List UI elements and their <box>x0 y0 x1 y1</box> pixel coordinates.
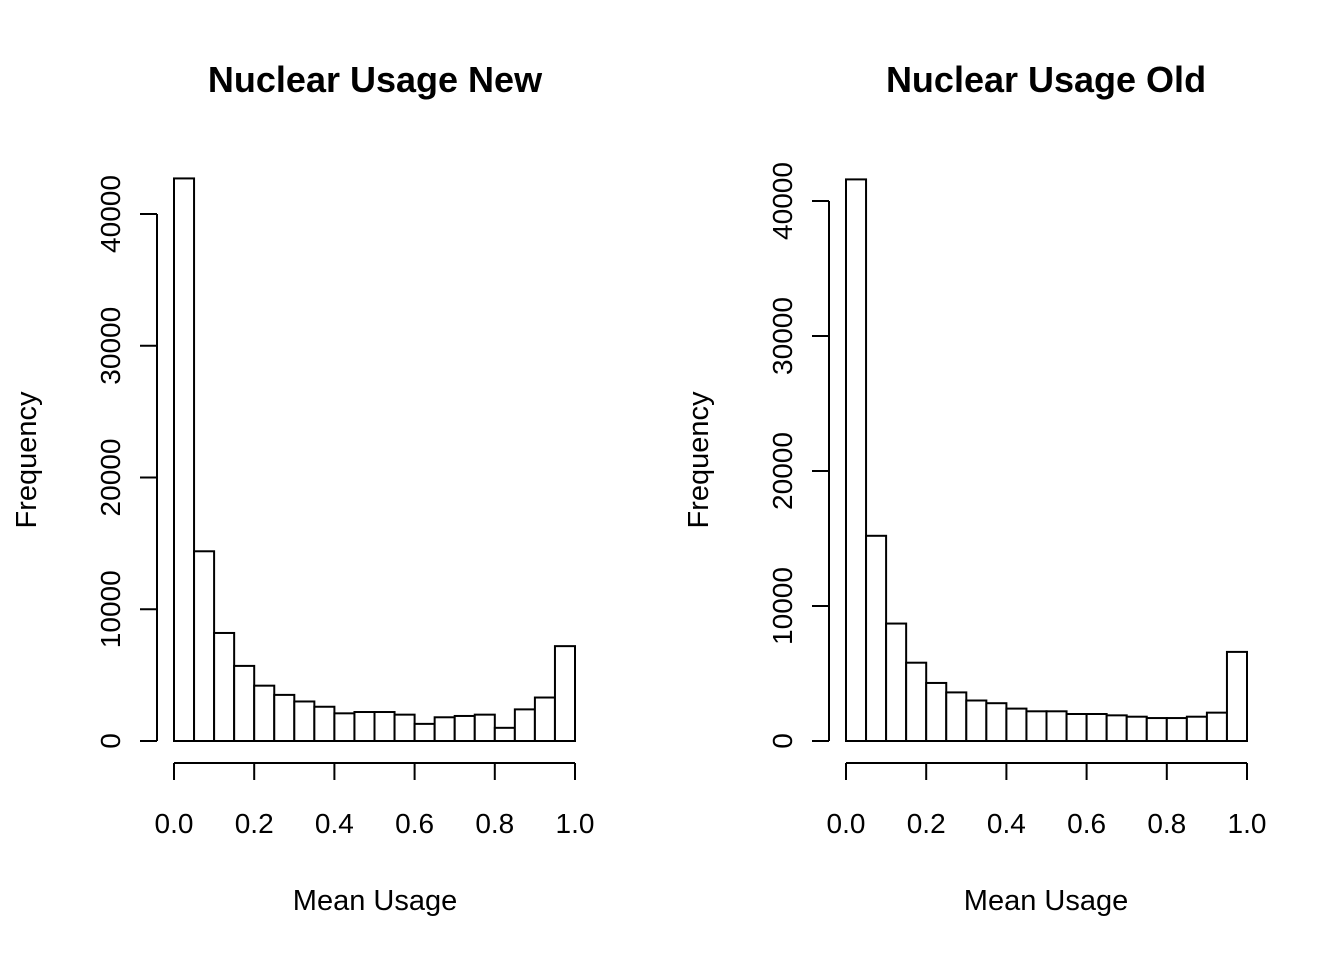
x-tick-label: 0.0 <box>155 808 194 839</box>
histogram-bar <box>1205 711 1228 743</box>
y-tick-label: 30000 <box>767 297 798 375</box>
x-axis: 0.0 0.2 0.4 0.6 0.8 1.0 <box>827 762 1267 839</box>
chart-title: Nuclear Usage Old <box>886 59 1206 100</box>
histogram-bar <box>313 705 336 742</box>
histogram-bar <box>845 178 868 742</box>
y-tick-label: 10000 <box>95 570 126 648</box>
histogram-bar <box>273 693 296 743</box>
histogram-bar <box>945 691 968 743</box>
histogram-bar <box>1225 650 1248 743</box>
histogram-bar <box>1125 715 1148 743</box>
y-tick-label: 40000 <box>767 162 798 240</box>
histogram-bar <box>253 684 276 742</box>
y-tick-label: 30000 <box>95 307 126 385</box>
histogram-bar <box>905 661 928 743</box>
x-tick-label: 1.0 <box>556 808 595 839</box>
x-tick-label: 1.0 <box>1228 808 1267 839</box>
y-tick-label: 0 <box>767 733 798 749</box>
panel-nuclear-usage-new: Nuclear Usage New Frequency Mean Usage 0… <box>11 59 594 917</box>
y-axis: 0 10000 20000 30000 40000 <box>767 162 830 749</box>
x-tick-label: 0.4 <box>987 808 1026 839</box>
histogram-bar <box>553 645 577 743</box>
chart-title: Nuclear Usage New <box>208 59 543 100</box>
histogram-bar <box>333 712 356 743</box>
histogram-bar <box>293 700 316 742</box>
histogram-bar <box>413 722 436 742</box>
histogram-bars <box>173 177 577 743</box>
histogram-bar <box>533 696 556 743</box>
x-tick-label: 0.6 <box>1067 808 1106 839</box>
histogram-bar <box>1065 713 1088 742</box>
y-tick-label: 10000 <box>767 567 798 645</box>
histogram-bar <box>493 726 516 743</box>
x-tick-label: 0.8 <box>475 808 514 839</box>
histogram-bar <box>453 714 476 743</box>
histogram-bar <box>885 622 908 742</box>
histogram-bar <box>1105 714 1128 742</box>
histogram-bar <box>965 699 988 742</box>
histogram-bar <box>213 631 236 743</box>
x-axis: 0.0 0.2 0.4 0.6 0.8 1.0 <box>155 762 595 839</box>
y-axis-label: Frequency <box>11 391 43 529</box>
x-tick-label: 0.4 <box>315 808 354 839</box>
histogram-bar <box>865 534 888 742</box>
y-axis-label: Frequency <box>683 391 715 529</box>
histogram-bar <box>985 702 1008 743</box>
x-tick-label: 0.0 <box>827 808 866 839</box>
y-tick-label: 20000 <box>95 439 126 517</box>
histogram-bar <box>473 713 496 743</box>
histogram-bar <box>1045 710 1068 742</box>
histogram-bar <box>433 716 456 742</box>
histogram-bar <box>1085 713 1108 742</box>
histogram-bar <box>925 681 948 743</box>
y-tick-label: 20000 <box>767 432 798 510</box>
y-axis: 0 10000 20000 30000 40000 <box>95 175 158 749</box>
histogram-bar <box>1145 717 1168 742</box>
x-tick-label: 0.6 <box>395 808 434 839</box>
x-tick-label: 0.2 <box>235 808 274 839</box>
x-tick-label: 0.8 <box>1147 808 1186 839</box>
histogram-bar <box>1025 710 1048 742</box>
x-axis-label: Mean Usage <box>293 885 457 917</box>
histogram-bar <box>513 708 536 743</box>
panel-nuclear-usage-old: Nuclear Usage Old Frequency Mean Usage 0… <box>683 59 1266 917</box>
x-axis-label: Mean Usage <box>964 885 1128 917</box>
histogram-bar <box>373 711 396 743</box>
y-tick-label: 40000 <box>95 175 126 253</box>
x-tick-label: 0.2 <box>907 808 946 839</box>
histogram-bar <box>1165 717 1188 742</box>
y-tick-label: 0 <box>95 733 126 749</box>
histogram-bar <box>173 177 196 743</box>
histogram-bar <box>233 664 256 743</box>
histogram-bar <box>1005 707 1028 742</box>
histogram-bar <box>1185 715 1208 743</box>
histogram-bar <box>393 713 416 743</box>
histogram-bar <box>353 711 376 743</box>
histogram-bar <box>193 550 216 743</box>
histogram-bars <box>845 178 1248 743</box>
